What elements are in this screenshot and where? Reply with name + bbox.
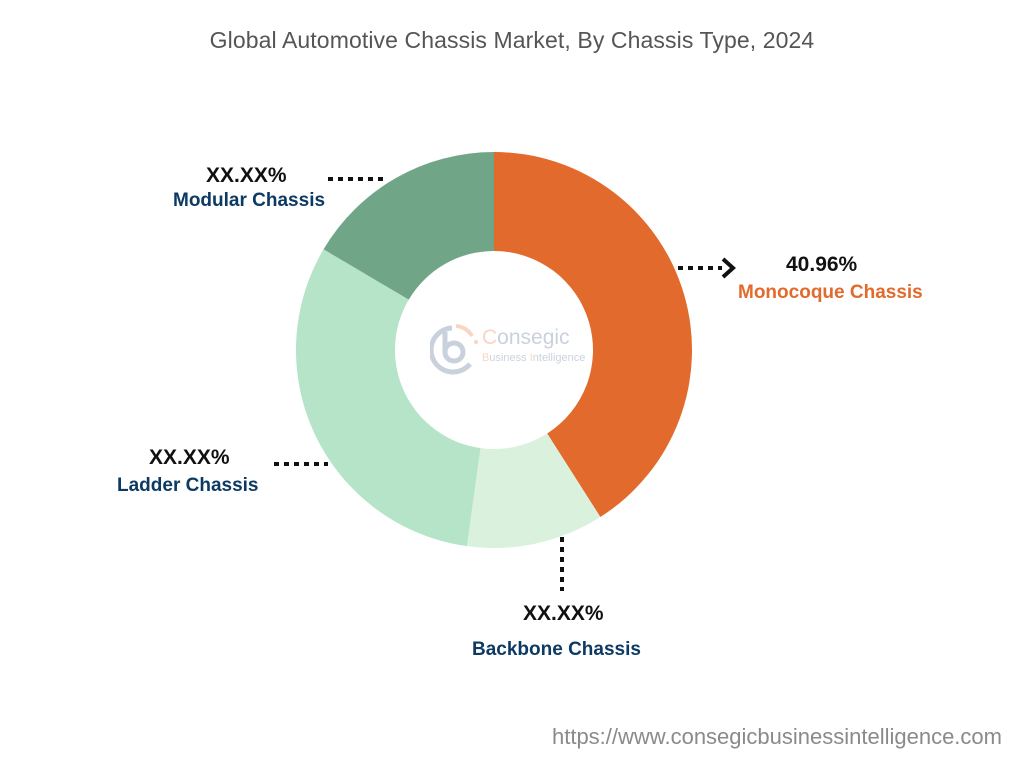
chart-title: Global Automotive Chassis Market, By Cha… <box>209 27 815 53</box>
monocoque-label: Monocoque Chassis <box>738 282 923 303</box>
consegic-logo-icon <box>430 324 478 375</box>
slice-backbone-chassis <box>466 433 601 548</box>
arrow-head-icon <box>721 257 736 279</box>
ladder-percent: XX.XX% <box>149 446 230 469</box>
modular-percent: XX.XX% <box>206 164 287 187</box>
ladder-label: Ladder Chassis <box>117 475 259 496</box>
watermark-logo: Consegic Business Intelligence <box>430 320 600 376</box>
slice-monocoque-chassis <box>494 152 692 518</box>
modular-label: Modular Chassis <box>173 190 326 211</box>
donut-slices <box>296 152 692 548</box>
watermark-brand: Consegic <box>482 326 570 349</box>
backbone-label: Backbone Chassis <box>472 639 641 660</box>
watermark-subtitle: Business Intelligence <box>482 352 586 364</box>
monocoque-percent: 40.96% <box>786 253 858 276</box>
source-url: https://www.consegicbusinessintelligence… <box>551 724 1002 749</box>
slice-ladder-chassis <box>296 249 481 547</box>
slice-modular-chassis <box>323 152 494 300</box>
backbone-percent: XX.XX% <box>523 602 604 625</box>
